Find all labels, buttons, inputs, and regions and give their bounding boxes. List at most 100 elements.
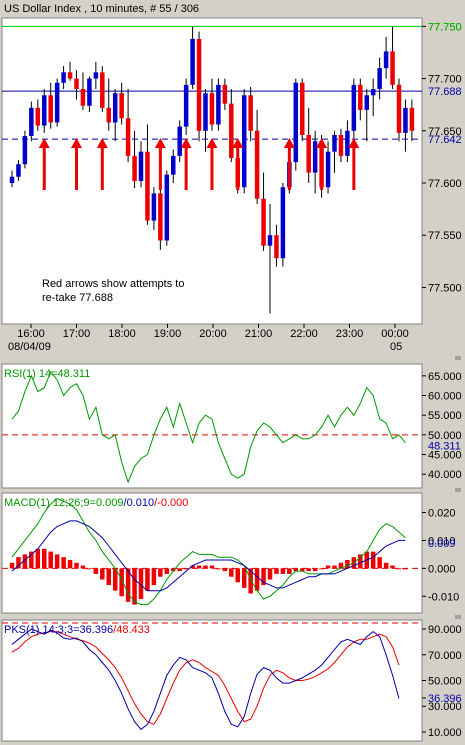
macd-histogram-bar	[74, 562, 79, 569]
candle-body	[229, 103, 234, 158]
indicator-axis-tick-label: 0.010	[428, 535, 456, 547]
macd-histogram-bar	[61, 557, 66, 569]
candle-body	[190, 38, 195, 85]
macd-histogram-bar	[319, 568, 324, 570]
indicator-axis-tick-label: 0.000	[428, 563, 456, 575]
macd-plot: 0.020 0.010 0.000 -0.010 0.009	[2, 498, 459, 606]
macd-histogram-bar	[287, 568, 292, 574]
indicator-axis-tick-label: 55.000	[428, 410, 462, 422]
candle-body	[119, 93, 124, 119]
candle-body	[396, 84, 402, 133]
indicator-axis-tick-label: 65.000	[428, 371, 462, 383]
macd-histogram-bar	[171, 568, 176, 572]
candle-body	[403, 107, 408, 133]
macd-histogram-bar	[164, 568, 170, 574]
macd-histogram-bar	[229, 568, 234, 577]
candle-body	[267, 235, 273, 246]
macd-histogram-bar	[280, 568, 286, 574]
red-arrow-marker	[348, 138, 360, 190]
macd-histogram-bar	[216, 568, 221, 570]
annotation-line-2: re-take 77.688	[42, 292, 113, 304]
macd-histogram-bar	[248, 568, 253, 594]
candle-body	[35, 107, 41, 126]
candle-body	[61, 72, 66, 83]
annotation-line-1: Red arrows show attempts to	[42, 278, 184, 290]
pks-label-d: /48.433	[113, 624, 150, 636]
panel-resize-grip[interactable]	[455, 488, 461, 492]
macd-histogram-bar	[22, 554, 28, 569]
macd-histogram-bar	[196, 565, 202, 569]
rsi-label: RSI(1) 14=48.311	[4, 368, 90, 380]
candle-body	[9, 176, 15, 184]
macd-histogram-bar	[112, 568, 118, 591]
panel-resize-grip[interactable]	[455, 615, 461, 619]
candle-body	[29, 107, 34, 137]
macd-histogram-bar	[396, 568, 402, 570]
pks-k-line	[11, 628, 400, 731]
candle-body	[390, 51, 395, 85]
reference-line-label: 77.688	[428, 86, 462, 98]
candle-body	[80, 89, 86, 106]
candle-body	[183, 84, 189, 127]
candle-body	[203, 93, 208, 131]
macd-histogram-bar	[338, 562, 344, 569]
red-arrow-marker	[316, 138, 328, 190]
macd-histogram-bar	[54, 554, 60, 569]
macd-histogram-bar	[300, 568, 305, 572]
macd-histogram-bar	[87, 568, 92, 570]
candle-body	[338, 134, 344, 156]
macd-signal-line	[11, 520, 406, 592]
indicator-axis-tick-label: 45.000	[428, 450, 462, 462]
indicator-axis-tick-label: 90.000	[428, 624, 462, 636]
candle-body	[209, 93, 215, 125]
macd-histogram-bar	[132, 568, 137, 605]
macd-histogram-bar	[100, 568, 105, 580]
price-axis-tick-label: 77.550	[428, 230, 462, 242]
macd-current-value: 0.009	[428, 538, 456, 550]
macd-histogram-bar	[67, 559, 73, 569]
macd-histogram-bar	[358, 554, 363, 569]
macd-label-hist: /-0.000	[154, 497, 188, 509]
macd-histogram-bar	[377, 557, 382, 569]
macd-panel	[1, 492, 423, 614]
date-label: 08/04/09	[8, 341, 51, 353]
candle-body	[332, 134, 337, 152]
macd-label: MACD(1) 12;26;9=0.009/0.010/-0.000	[4, 497, 188, 509]
pks-label: PKS(1) 14;3;3=36.396/48.433	[4, 624, 150, 636]
candle-body	[151, 193, 157, 221]
candle-body	[22, 136, 28, 165]
macd-histogram-bar	[222, 568, 228, 572]
candle-body	[177, 126, 182, 156]
macd-histogram-bar	[42, 548, 47, 569]
macd-histogram-bar	[106, 568, 111, 586]
candle-body	[274, 235, 279, 259]
rsi-current-value: 48.311	[428, 441, 461, 453]
candle-body	[54, 82, 60, 123]
red-arrow-marker	[180, 138, 192, 190]
macd-histogram-bar	[235, 568, 240, 583]
macd-histogram-bar	[29, 551, 34, 569]
indicator-axis-tick-label: 10.000	[428, 727, 462, 739]
macd-histogram-bar	[35, 548, 41, 569]
macd-histogram-bar	[332, 565, 337, 569]
indicator-axis-tick-label: 60.000	[428, 390, 462, 402]
x-axis-tick-label: 22:00	[290, 328, 318, 340]
panel-resize-grip[interactable]	[455, 356, 461, 360]
macd-histogram-bar	[158, 568, 163, 577]
candle-body	[280, 187, 286, 259]
candle-body	[112, 93, 118, 123]
indicator-axis-tick-label: 0.020	[428, 508, 456, 520]
macd-histogram-bar	[267, 568, 273, 580]
pks-panel	[1, 619, 423, 742]
macd-histogram-bar	[190, 565, 195, 569]
macd-histogram-bar	[274, 568, 279, 574]
macd-histogram-bar	[306, 568, 311, 572]
candle-body	[100, 72, 105, 108]
pks-d-line	[11, 631, 400, 725]
candle-body	[16, 164, 21, 177]
price-axis-tick-label: 77.600	[428, 178, 462, 190]
candle-body	[364, 95, 369, 110]
x-axis-tick-label: 19:00	[154, 328, 182, 340]
